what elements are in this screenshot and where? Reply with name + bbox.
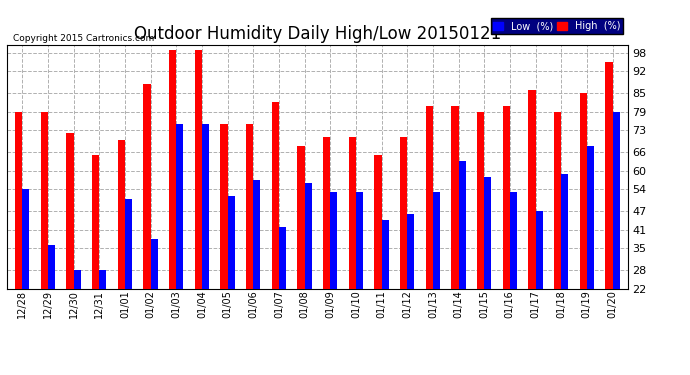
Bar — [228, 196, 235, 357]
Bar — [433, 192, 440, 357]
Bar — [99, 270, 106, 357]
Bar — [150, 239, 158, 357]
Bar — [202, 124, 209, 357]
Bar — [22, 189, 30, 357]
Bar — [613, 112, 620, 357]
Bar — [605, 62, 613, 357]
Bar — [356, 192, 363, 357]
Bar — [74, 270, 81, 357]
Bar — [510, 192, 517, 357]
Bar — [529, 90, 535, 357]
Bar — [477, 112, 484, 357]
Bar — [92, 155, 99, 357]
Bar — [331, 192, 337, 357]
Bar — [375, 155, 382, 357]
Bar — [169, 50, 176, 357]
Bar — [535, 211, 543, 357]
Bar — [279, 226, 286, 357]
Bar — [41, 112, 48, 357]
Legend: Low  (%), High  (%): Low (%), High (%) — [491, 18, 623, 34]
Bar — [297, 146, 304, 357]
Bar — [503, 105, 510, 357]
Bar — [118, 140, 125, 357]
Bar — [125, 199, 132, 357]
Bar — [323, 136, 331, 357]
Bar — [459, 162, 466, 357]
Bar — [176, 124, 184, 357]
Bar — [15, 112, 22, 357]
Bar — [144, 84, 150, 357]
Bar — [426, 105, 433, 357]
Text: Copyright 2015 Cartronics.com: Copyright 2015 Cartronics.com — [13, 34, 155, 43]
Bar — [48, 245, 55, 357]
Bar — [272, 102, 279, 357]
Bar — [195, 50, 202, 357]
Bar — [348, 136, 356, 357]
Bar — [554, 112, 561, 357]
Title: Outdoor Humidity Daily High/Low 20150121: Outdoor Humidity Daily High/Low 20150121 — [134, 26, 501, 44]
Bar — [451, 105, 459, 357]
Bar — [484, 177, 491, 357]
Bar — [561, 174, 569, 357]
Bar — [400, 136, 407, 357]
Bar — [586, 146, 594, 357]
Bar — [66, 134, 74, 357]
Bar — [253, 180, 260, 357]
Bar — [246, 124, 253, 357]
Bar — [407, 214, 415, 357]
Bar — [580, 93, 586, 357]
Bar — [220, 124, 228, 357]
Bar — [304, 183, 312, 357]
Bar — [382, 220, 388, 357]
